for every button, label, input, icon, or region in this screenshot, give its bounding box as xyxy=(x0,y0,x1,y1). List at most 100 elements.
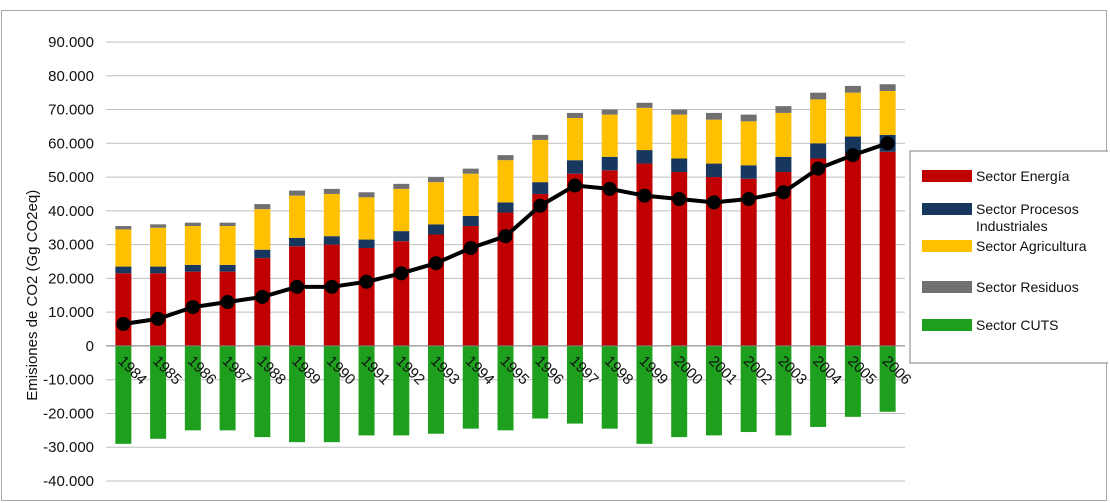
bar-segment xyxy=(323,244,340,346)
bar-segment xyxy=(532,139,549,183)
bar-segment xyxy=(428,224,445,235)
bar-segment xyxy=(323,193,340,237)
bar-segment xyxy=(497,202,514,213)
bar-segment xyxy=(671,158,688,173)
bar-segment xyxy=(115,226,132,230)
net-line-point xyxy=(845,148,860,163)
bar-segment xyxy=(358,197,375,240)
net-line-point xyxy=(220,295,235,310)
legend-swatch xyxy=(922,319,972,331)
bar-segment xyxy=(150,224,167,228)
net-line-point xyxy=(567,178,582,193)
net-line-point xyxy=(706,195,721,210)
net-line-point xyxy=(255,289,270,304)
bar-segment xyxy=(844,85,861,93)
bar-segment xyxy=(358,345,375,436)
bar-segment xyxy=(566,112,583,118)
bar-segment xyxy=(740,121,757,166)
net-line-point xyxy=(394,266,409,281)
bar-segment xyxy=(150,273,167,346)
bar-segment xyxy=(150,266,167,274)
net-emissions-line xyxy=(116,136,895,331)
y-axis-label: Emisiones de CO2 (Gg CO2eq) xyxy=(24,190,41,401)
bar-segment xyxy=(289,195,306,238)
bar-segment xyxy=(705,163,722,178)
bar-segment xyxy=(219,226,236,265)
bar-segment xyxy=(358,239,375,248)
bar-segment xyxy=(289,237,306,247)
y-tick-label: 70.000 xyxy=(48,102,94,119)
legend-label: Sector Energía xyxy=(976,168,1070,184)
bar-segment xyxy=(393,241,410,346)
bar-segment xyxy=(810,99,827,144)
y-tick-label: 0 xyxy=(86,338,94,355)
bar-segment xyxy=(636,107,653,151)
net-line-point xyxy=(116,316,131,331)
bar-segment xyxy=(184,226,201,265)
legend-label: Sector Residuos xyxy=(976,279,1079,295)
bar-segment xyxy=(740,114,757,122)
y-tick-label: 40.000 xyxy=(48,203,94,220)
bar-segment xyxy=(462,215,479,227)
net-line-point xyxy=(185,300,200,315)
y-tick-label: -10.000 xyxy=(43,372,94,389)
bar-segment xyxy=(184,345,201,431)
bar-segment xyxy=(393,188,410,232)
bar-segment xyxy=(497,345,514,431)
bar-segment xyxy=(740,178,757,346)
bar-segment xyxy=(532,134,549,140)
bar-segment xyxy=(810,143,827,159)
bar-segment xyxy=(115,273,132,346)
bar-segment xyxy=(879,90,896,135)
bar-segment xyxy=(289,246,306,346)
bar-segment xyxy=(810,92,827,100)
chart-svg: 90.000 80.000 70.000 60.000 50.000 40.000 30.0… xyxy=(24,34,1108,490)
y-tick-label: -30.000 xyxy=(43,439,94,456)
y-axis-ticks: 90.000 80.000 70.000 60.000 50.000 40.000 30.0… xyxy=(43,34,94,490)
bar-segment xyxy=(671,345,688,438)
bar-segment xyxy=(636,163,653,346)
bar-segment xyxy=(566,345,583,424)
y-tick-label: 80.000 xyxy=(48,68,94,85)
bar-segment xyxy=(115,229,132,267)
legend-swatch xyxy=(922,203,972,215)
bar-segment xyxy=(393,231,410,242)
bar-segment xyxy=(150,227,167,267)
bar-segment xyxy=(323,345,340,443)
bar-segment xyxy=(254,204,271,210)
bar-segment xyxy=(428,345,445,434)
net-line-point xyxy=(463,240,478,255)
bar-segment xyxy=(844,92,861,137)
bar-segment xyxy=(393,345,410,436)
bar-segment xyxy=(323,188,340,194)
bar-segment xyxy=(254,345,271,438)
bar-segment xyxy=(844,153,861,346)
bar-segment xyxy=(671,114,688,159)
net-line-point xyxy=(324,279,339,294)
bar-segment xyxy=(636,102,653,108)
net-line-point xyxy=(429,256,444,271)
bar-segment xyxy=(184,264,201,272)
bar-segment xyxy=(289,190,306,196)
net-line-point xyxy=(672,192,687,207)
bar-segment xyxy=(358,247,375,346)
bar-segment xyxy=(219,264,236,272)
y-tick-label: 60.000 xyxy=(48,135,94,152)
bar-segment xyxy=(323,236,340,245)
net-line-point xyxy=(602,181,617,196)
bar-segment xyxy=(115,345,132,444)
legend-swatch xyxy=(922,240,972,252)
legend-label: Sector Agricultura xyxy=(976,238,1087,254)
legend-label-line: Sector Procesos xyxy=(976,201,1079,217)
legend: Sector Energía Sector Procesos Industriale… xyxy=(909,150,1108,364)
bar-segment xyxy=(775,345,792,436)
bar-segment xyxy=(636,345,653,444)
legend-swatch xyxy=(922,281,972,293)
bar-segment xyxy=(497,155,514,161)
net-line-point xyxy=(498,229,513,244)
y-tick-label: 50.000 xyxy=(48,169,94,186)
bar-segment xyxy=(566,160,583,174)
bar-segment xyxy=(636,150,653,164)
bar-segment xyxy=(775,156,792,173)
bar-segment xyxy=(601,114,618,157)
